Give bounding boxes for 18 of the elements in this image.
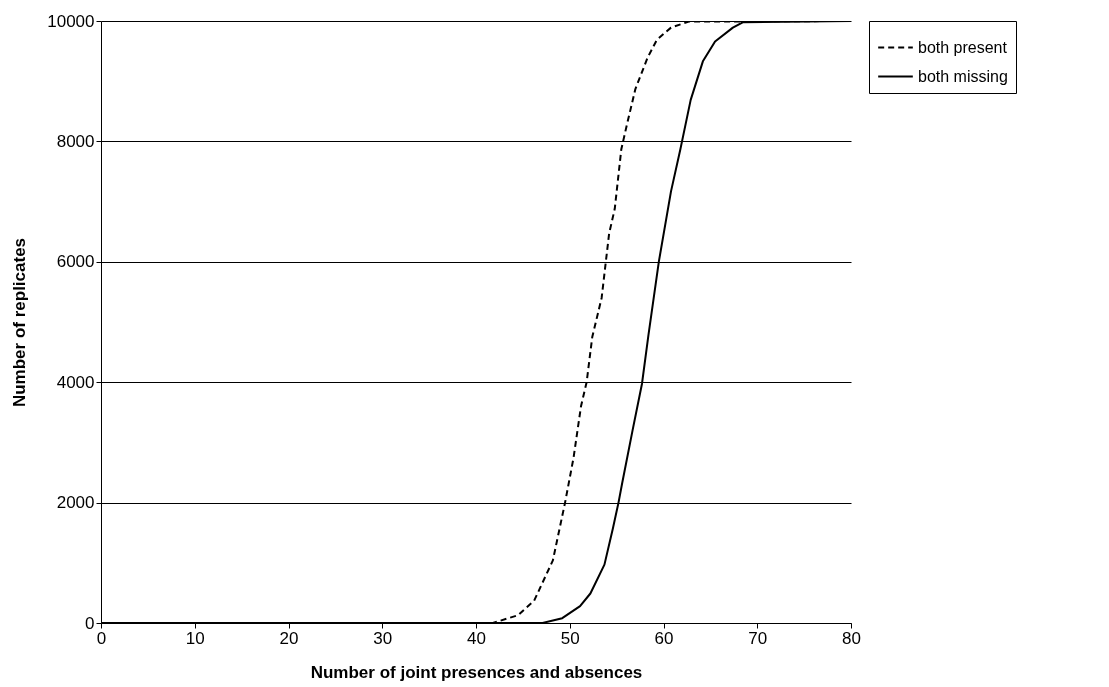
y-tick-label: 8000 [56,131,95,151]
y-tick-label: 10000 [47,11,95,31]
x-tick-label: 70 [748,628,768,648]
x-tick-label: 40 [467,628,486,648]
y-tick-label: 2000 [56,493,95,513]
x-tick-label: 80 [842,628,861,648]
x-tick-label: 50 [560,628,580,648]
x-tick-label: 20 [279,628,299,648]
x-axis-title: Number of joint presences and absences [310,662,643,682]
y-tick-label: 6000 [56,252,95,272]
legend-label: both missing [918,67,1008,85]
legend-label: both present [918,38,1008,56]
x-tick-label: 10 [185,628,205,648]
x-tick-label: 30 [373,628,393,648]
y-tick-label: 4000 [56,372,95,392]
x-tick-label: 60 [654,628,674,648]
y-axis-title: Number of replicates [10,237,30,408]
y-tick-label: 0 [85,613,95,633]
